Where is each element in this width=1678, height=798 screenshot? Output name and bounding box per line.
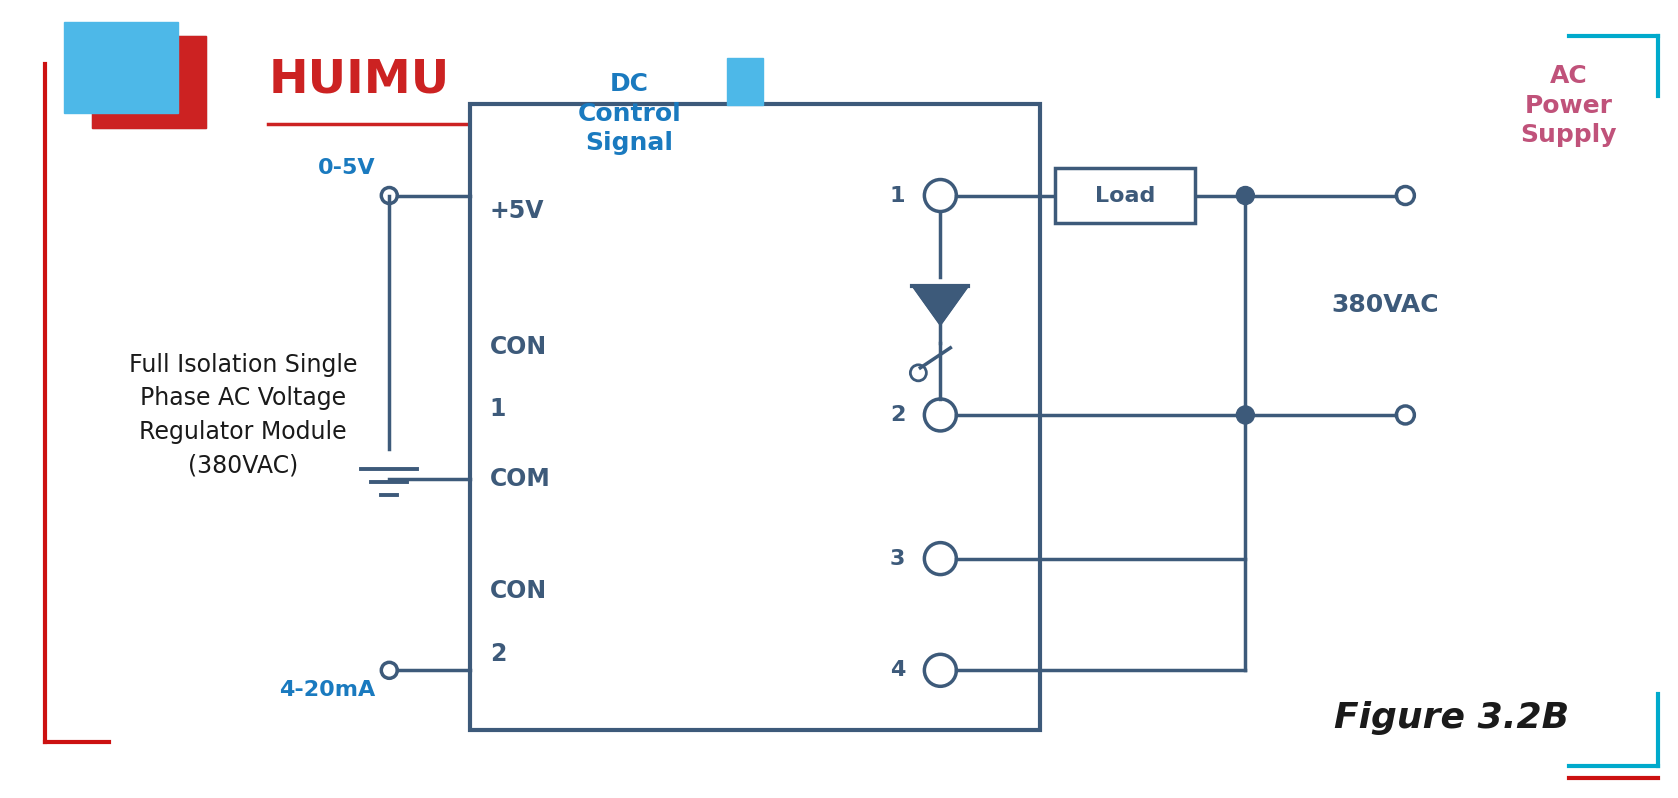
Text: 0-5V: 0-5V bbox=[317, 157, 376, 177]
Bar bbox=[470, 104, 1040, 730]
Circle shape bbox=[1237, 187, 1255, 204]
Text: AC
Power
Supply: AC Power Supply bbox=[1520, 64, 1618, 148]
Bar bbox=[64, 22, 178, 113]
Text: 1: 1 bbox=[889, 185, 906, 206]
Text: 4: 4 bbox=[889, 660, 906, 681]
Text: 380VAC: 380VAC bbox=[1332, 293, 1440, 318]
Text: Full Isolation Single
Phase AC Voltage
Regulator Module
(380VAC): Full Isolation Single Phase AC Voltage R… bbox=[129, 353, 357, 477]
Text: Load: Load bbox=[1096, 185, 1156, 206]
Text: CON: CON bbox=[490, 335, 547, 359]
Text: 4-20mA: 4-20mA bbox=[279, 681, 376, 701]
Circle shape bbox=[1237, 406, 1255, 424]
Text: 2: 2 bbox=[889, 405, 906, 425]
Text: 1: 1 bbox=[490, 397, 507, 421]
Text: 3: 3 bbox=[889, 548, 906, 569]
Text: Figure 3.2B: Figure 3.2B bbox=[1334, 701, 1569, 735]
Text: CON: CON bbox=[490, 579, 547, 602]
Bar bbox=[1055, 168, 1195, 223]
Bar bbox=[727, 58, 763, 105]
Text: COM: COM bbox=[490, 467, 550, 491]
Text: +5V: +5V bbox=[490, 200, 544, 223]
Polygon shape bbox=[913, 286, 968, 325]
Bar bbox=[92, 36, 206, 128]
Text: 2: 2 bbox=[490, 642, 507, 666]
Bar bbox=[92, 36, 206, 128]
Text: HUIMU: HUIMU bbox=[268, 57, 450, 102]
Text: DC
Control
Signal: DC Control Signal bbox=[577, 72, 681, 156]
